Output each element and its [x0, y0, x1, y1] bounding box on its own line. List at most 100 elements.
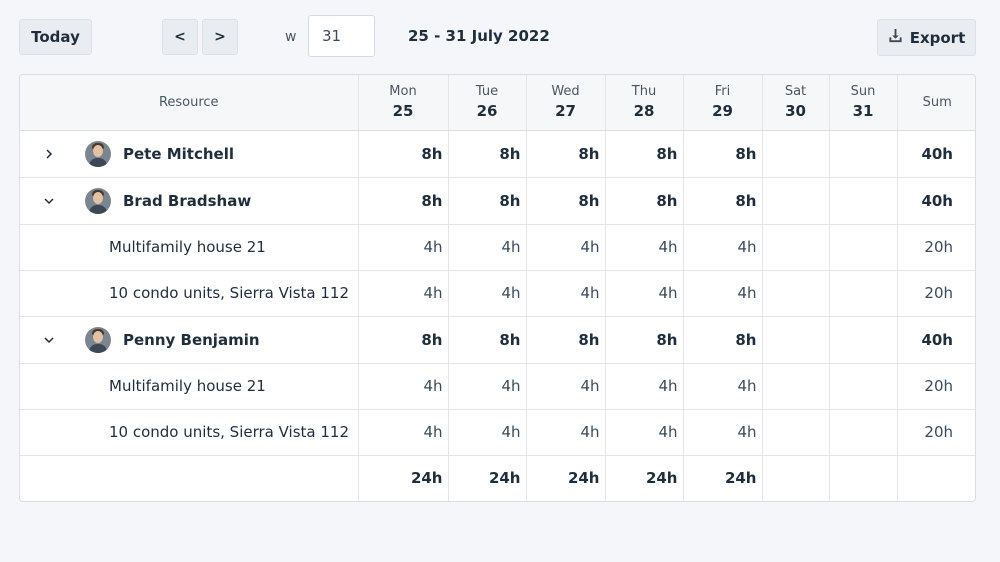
day-name: Sun [850, 84, 876, 100]
previous-week-button[interactable]: < [162, 19, 198, 55]
week-number-input[interactable] [308, 15, 375, 57]
hours-cell[interactable]: 4h [683, 363, 763, 410]
hours-cell[interactable] [762, 316, 830, 364]
hours-cell[interactable]: 4h [448, 363, 527, 410]
hours-cell[interactable] [762, 270, 830, 317]
hours-cell[interactable] [762, 177, 830, 225]
person-row: Pete Mitchell 8h 8h 8h 8h 8h 40h [20, 130, 975, 178]
hours-cell[interactable]: 8h [526, 130, 606, 178]
chevron-down-icon[interactable] [42, 333, 72, 347]
day-name: Fri [714, 84, 731, 100]
day-name: Sat [784, 84, 807, 100]
hours-cell[interactable]: 4h [358, 363, 449, 410]
person-name: Brad Bradshaw [123, 191, 252, 210]
hours-cell[interactable]: 4h [448, 224, 527, 271]
export-button[interactable]: Export [877, 19, 976, 56]
task-row: Multifamily house 21 4h 4h 4h 4h 4h 20h [20, 224, 975, 271]
hours-cell[interactable]: 4h [526, 270, 606, 317]
hours-cell[interactable]: 4h [605, 363, 684, 410]
sum-cell: 40h [897, 316, 975, 364]
resource-cell: Pete Mitchell [20, 130, 359, 178]
hours-cell[interactable]: 8h [605, 177, 684, 225]
day-date: 29 [712, 102, 733, 121]
sum-column-header: Sum [897, 75, 975, 131]
hours-cell[interactable] [829, 130, 898, 178]
hours-cell[interactable] [762, 409, 830, 456]
hours-cell[interactable] [762, 363, 830, 410]
hours-cell[interactable]: 8h [448, 316, 527, 364]
sum-cell: 20h [897, 270, 975, 317]
hours-cell[interactable]: 4h [683, 409, 763, 456]
hours-cell[interactable]: 4h [605, 409, 684, 456]
task-row: 10 condo units, Sierra Vista 112 4h 4h 4h 4h… [20, 409, 975, 456]
hours-cell[interactable]: 4h [358, 409, 449, 456]
task-name: Multifamily house 21 [109, 238, 266, 256]
hours-cell[interactable]: 8h [605, 316, 684, 364]
hours-cell[interactable]: 8h [605, 130, 684, 178]
hours-cell[interactable]: 4h [605, 224, 684, 271]
resource-cell: Brad Bradshaw [20, 177, 359, 225]
person-row: Penny Benjamin 8h 8h 8h 8h 8h 40h [20, 316, 975, 364]
hours-cell[interactable]: 4h [358, 270, 449, 317]
hours-cell[interactable]: 8h [526, 177, 606, 225]
day-column-header: Wed 27 [526, 75, 606, 131]
total-cell: 24h [358, 455, 449, 501]
table-header-row: Resource Mon 25 Tue 26 Wed 27 Thu 28 Fri 29 Sat 30 S… [20, 75, 975, 131]
total-cell: 24h [526, 455, 606, 501]
day-date: 31 [852, 102, 874, 121]
hours-cell[interactable]: 4h [526, 363, 606, 410]
hours-cell[interactable]: 8h [683, 316, 763, 364]
hours-cell[interactable]: 8h [448, 130, 527, 178]
hours-cell[interactable]: 4h [448, 270, 527, 317]
chevron-right-icon[interactable] [42, 147, 72, 161]
resource-cell: Penny Benjamin [20, 316, 359, 364]
hours-cell[interactable] [829, 363, 898, 410]
day-date: 28 [633, 102, 655, 121]
hours-cell[interactable]: 8h [358, 316, 449, 364]
sum-cell: 20h [897, 224, 975, 271]
day-column-header: Sun 31 [829, 75, 898, 131]
day-date: 26 [476, 102, 498, 121]
sum-cell: 20h [897, 363, 975, 410]
hours-cell[interactable] [829, 270, 898, 317]
hours-cell[interactable]: 8h [448, 177, 527, 225]
hours-cell[interactable]: 8h [358, 177, 449, 225]
resource-column-header: Resource [20, 75, 359, 131]
day-column-header: Fri 29 [683, 75, 763, 131]
avatar [85, 187, 111, 214]
next-week-button[interactable]: > [202, 19, 238, 55]
total-cell: 24h [448, 455, 527, 501]
hours-cell[interactable] [829, 224, 898, 271]
person-row: Brad Bradshaw 8h 8h 8h 8h 8h 40h [20, 177, 975, 225]
task-row: Multifamily house 21 4h 4h 4h 4h 4h 20h [20, 363, 975, 410]
hours-cell[interactable]: 4h [683, 224, 763, 271]
resource-cell: 10 condo units, Sierra Vista 112 [20, 270, 359, 317]
hours-cell[interactable]: 4h [683, 270, 763, 317]
day-date: 27 [555, 102, 576, 121]
hours-cell[interactable]: 4h [448, 409, 527, 456]
task-name: 10 condo units, Sierra Vista 112 [109, 423, 349, 441]
date-range-label: 25 - 31 July 2022 [408, 27, 550, 45]
avatar [85, 326, 111, 353]
hours-cell[interactable]: 8h [683, 177, 763, 225]
hours-cell[interactable]: 4h [358, 224, 449, 271]
person-name: Pete Mitchell [123, 144, 234, 163]
hours-cell[interactable]: 4h [526, 224, 606, 271]
download-icon [888, 28, 903, 47]
hours-cell[interactable] [762, 130, 830, 178]
today-button[interactable]: Today [19, 19, 92, 55]
hours-cell[interactable] [829, 409, 898, 456]
hours-cell[interactable] [829, 316, 898, 364]
hours-cell[interactable]: 8h [683, 130, 763, 178]
hours-cell[interactable]: 4h [605, 270, 684, 317]
hours-cell[interactable]: 8h [526, 316, 606, 364]
hours-cell[interactable] [762, 224, 830, 271]
hours-cell[interactable]: 8h [358, 130, 449, 178]
chevron-down-icon[interactable] [42, 194, 72, 208]
day-name: Tue [475, 84, 499, 100]
person-name: Penny Benjamin [123, 330, 260, 349]
hours-cell[interactable]: 4h [526, 409, 606, 456]
hours-cell[interactable] [829, 177, 898, 225]
export-label: Export [909, 28, 966, 47]
resource-cell: 10 condo units, Sierra Vista 112 [20, 409, 359, 456]
